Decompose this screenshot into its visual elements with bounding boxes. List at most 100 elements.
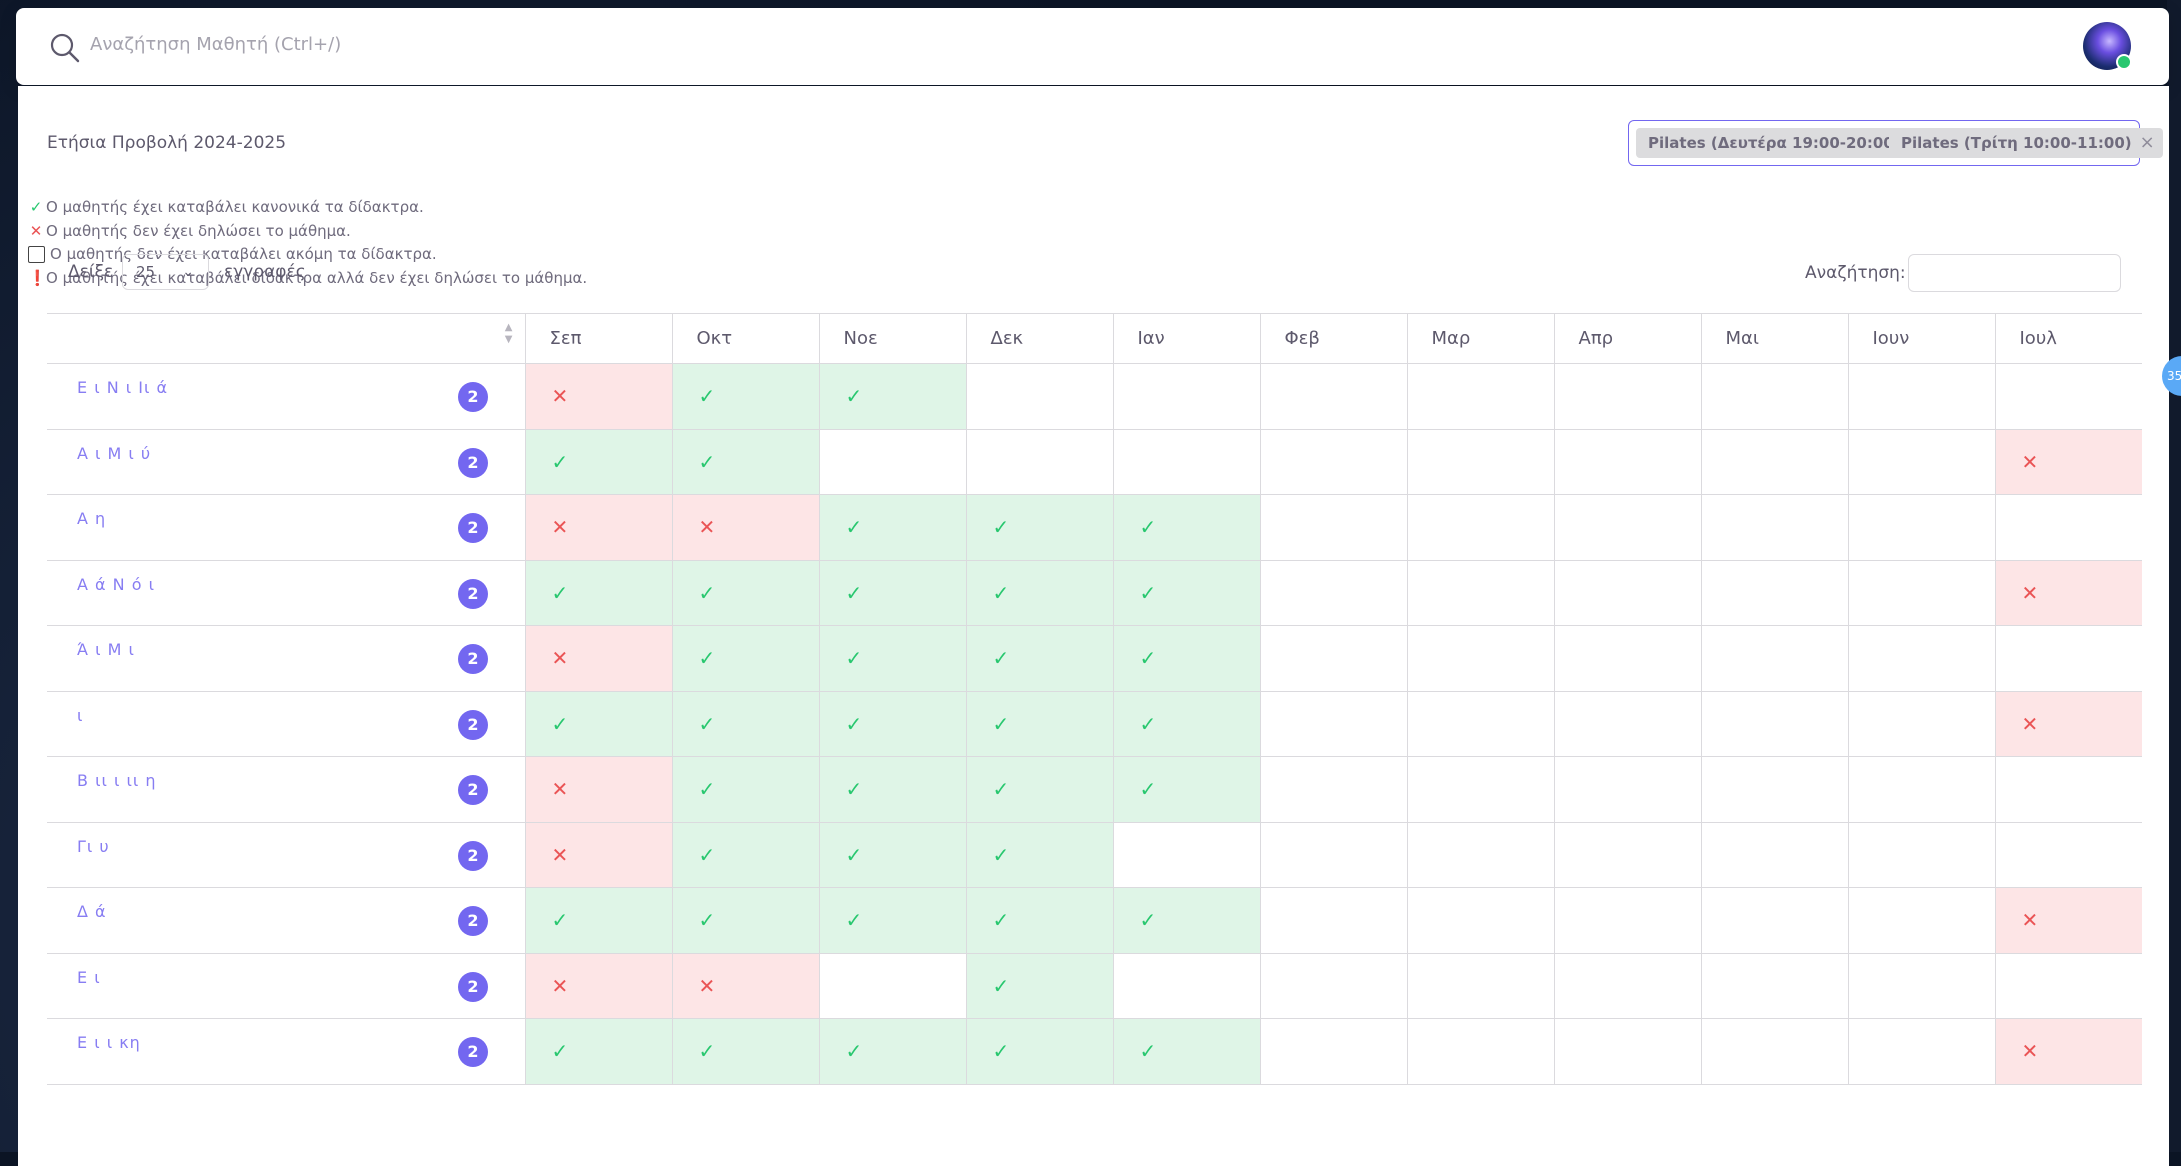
month-column-header[interactable]: Νοε: [818, 313, 966, 364]
month-cell-paid[interactable]: ✓: [671, 822, 819, 888]
month-cell-paid[interactable]: ✓: [671, 363, 819, 430]
month-cell-not-enrolled[interactable]: ✕: [1994, 1018, 2142, 1085]
month-cell-empty[interactable]: [1700, 363, 1848, 430]
month-cell-paid[interactable]: ✓: [524, 560, 672, 626]
student-name-link[interactable]: Α η: [77, 509, 107, 528]
month-cell-paid[interactable]: ✓: [818, 560, 966, 626]
month-cell-empty[interactable]: [1112, 953, 1260, 1019]
side-notification-bubble[interactable]: 35: [2162, 356, 2181, 396]
month-cell-empty[interactable]: [1406, 1018, 1554, 1085]
month-cell-paid[interactable]: ✓: [524, 1018, 672, 1085]
month-cell-empty[interactable]: [1259, 887, 1407, 954]
month-cell-not-enrolled[interactable]: ✕: [671, 953, 819, 1019]
month-cell-empty[interactable]: [1406, 756, 1554, 823]
month-cell-empty[interactable]: [1847, 429, 1995, 495]
month-cell-empty[interactable]: [1406, 887, 1554, 954]
month-cell-paid[interactable]: ✓: [524, 691, 672, 757]
month-cell-paid[interactable]: ✓: [965, 625, 1113, 692]
student-name-link[interactable]: ι: [77, 705, 84, 725]
month-cell-empty[interactable]: [1553, 494, 1701, 561]
student-name-link[interactable]: Ά ι Μ ι: [77, 640, 135, 659]
month-cell-empty[interactable]: [1847, 953, 1995, 1019]
month-cell-paid[interactable]: ✓: [965, 691, 1113, 757]
month-cell-empty[interactable]: [1112, 429, 1260, 495]
month-cell-empty[interactable]: [1700, 560, 1848, 626]
month-cell-empty[interactable]: [1994, 953, 2142, 1019]
month-cell-empty[interactable]: [1994, 625, 2142, 692]
month-cell-empty[interactable]: [1553, 1018, 1701, 1085]
month-cell-empty[interactable]: [1847, 822, 1995, 888]
month-cell-paid[interactable]: ✓: [818, 1018, 966, 1085]
month-cell-empty[interactable]: [1553, 429, 1701, 495]
month-cell-paid[interactable]: ✓: [818, 822, 966, 888]
month-cell-empty[interactable]: [1700, 953, 1848, 1019]
month-cell-empty[interactable]: [1553, 953, 1701, 1019]
month-cell-empty[interactable]: [1259, 560, 1407, 626]
student-name-link[interactable]: Ε ι: [77, 967, 101, 987]
month-cell-not-enrolled[interactable]: ✕: [524, 494, 672, 561]
student-name-link[interactable]: Δ ά: [77, 902, 107, 921]
month-cell-not-enrolled[interactable]: ✕: [524, 822, 672, 888]
month-cell-empty[interactable]: [1112, 363, 1260, 430]
month-cell-paid[interactable]: ✓: [671, 887, 819, 954]
month-cell-empty[interactable]: [1700, 756, 1848, 823]
month-cell-empty[interactable]: [1847, 494, 1995, 561]
month-cell-empty[interactable]: [1259, 691, 1407, 757]
month-cell-empty[interactable]: [1994, 494, 2142, 561]
month-cell-empty[interactable]: [1406, 953, 1554, 1019]
month-column-header[interactable]: Σεπ: [524, 313, 672, 364]
month-column-header[interactable]: Μαρ: [1406, 313, 1554, 364]
month-cell-empty[interactable]: [1553, 560, 1701, 626]
month-cell-paid[interactable]: ✓: [524, 887, 672, 954]
month-cell-empty[interactable]: [1847, 363, 1995, 430]
month-cell-paid[interactable]: ✓: [965, 822, 1113, 888]
month-cell-empty[interactable]: [1406, 494, 1554, 561]
student-search-input[interactable]: Αναζήτηση Μαθητή (Ctrl+/): [90, 34, 342, 55]
month-cell-paid[interactable]: ✓: [1112, 1018, 1260, 1085]
month-cell-paid[interactable]: ✓: [671, 756, 819, 823]
month-cell-empty[interactable]: [1847, 691, 1995, 757]
chip-remove-icon[interactable]: ×: [2139, 132, 2155, 153]
month-cell-paid[interactable]: ✓: [965, 494, 1113, 561]
month-cell-empty[interactable]: [965, 363, 1113, 430]
month-cell-empty[interactable]: [1700, 822, 1848, 888]
month-cell-not-enrolled[interactable]: ✕: [1994, 887, 2142, 954]
month-cell-empty[interactable]: [1553, 887, 1701, 954]
month-cell-empty[interactable]: [1259, 494, 1407, 561]
user-avatar[interactable]: [2083, 22, 2132, 70]
month-cell-paid[interactable]: ✓: [524, 429, 672, 495]
lesson-filter-select[interactable]: Pilates (Δευτέρα 19:00-20:00)× Pilates (…: [1628, 120, 2163, 166]
month-cell-paid[interactable]: ✓: [818, 625, 966, 692]
month-cell-empty[interactable]: [1700, 1018, 1848, 1085]
month-cell-empty[interactable]: [1994, 363, 2142, 430]
month-cell-empty[interactable]: [1259, 756, 1407, 823]
month-cell-not-enrolled[interactable]: ✕: [1994, 429, 2142, 495]
month-cell-paid[interactable]: ✓: [671, 560, 819, 626]
month-column-header[interactable]: Οκτ: [671, 313, 819, 364]
student-name-link[interactable]: Α ά Ν ό ι: [77, 574, 156, 594]
month-cell-empty[interactable]: [1847, 887, 1995, 954]
month-cell-empty[interactable]: [1259, 625, 1407, 692]
month-cell-empty[interactable]: [1700, 625, 1848, 692]
month-cell-empty[interactable]: [1700, 494, 1848, 561]
month-column-header[interactable]: Ιουν: [1847, 313, 1995, 364]
month-cell-paid[interactable]: ✓: [671, 691, 819, 757]
month-cell-empty[interactable]: [965, 429, 1113, 495]
month-cell-empty[interactable]: [818, 953, 966, 1019]
month-cell-empty[interactable]: [1259, 1018, 1407, 1085]
month-cell-paid[interactable]: ✓: [671, 429, 819, 495]
student-name-link[interactable]: Α ι Μ ι ύ: [77, 443, 152, 463]
month-cell-paid[interactable]: ✓: [671, 625, 819, 692]
month-cell-not-enrolled[interactable]: ✕: [524, 625, 672, 692]
month-cell-not-enrolled[interactable]: ✕: [524, 953, 672, 1019]
sort-icon[interactable]: ▲ ▼: [504, 322, 513, 345]
month-column-header[interactable]: Ιαν: [1112, 313, 1260, 364]
month-cell-empty[interactable]: [1406, 625, 1554, 692]
month-cell-empty[interactable]: [1259, 953, 1407, 1019]
month-cell-empty[interactable]: [1259, 363, 1407, 430]
month-cell-paid[interactable]: ✓: [818, 691, 966, 757]
month-cell-empty[interactable]: [1847, 560, 1995, 626]
month-cell-empty[interactable]: [1847, 625, 1995, 692]
month-cell-paid[interactable]: ✓: [818, 756, 966, 823]
month-cell-empty[interactable]: [1700, 691, 1848, 757]
